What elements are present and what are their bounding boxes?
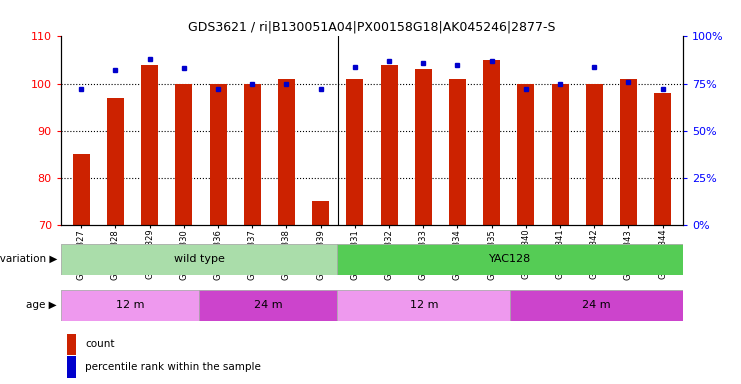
- Bar: [381, 65, 398, 225]
- Bar: [210, 84, 227, 225]
- Text: age ▶: age ▶: [27, 300, 57, 310]
- Bar: [67, 334, 76, 355]
- Text: 24 m: 24 m: [254, 300, 282, 310]
- Bar: [176, 84, 193, 225]
- Bar: [278, 79, 295, 225]
- Bar: [141, 65, 159, 225]
- Bar: [551, 84, 568, 225]
- Bar: [67, 356, 76, 378]
- Bar: [415, 70, 432, 225]
- Bar: [337, 290, 511, 321]
- Text: 24 m: 24 m: [582, 300, 611, 310]
- Bar: [654, 93, 671, 225]
- Bar: [517, 84, 534, 225]
- Bar: [449, 79, 466, 225]
- Bar: [61, 290, 199, 321]
- Title: GDS3621 / ri|B130051A04|PX00158G18|AK045246|2877-S: GDS3621 / ri|B130051A04|PX00158G18|AK045…: [188, 21, 556, 34]
- Bar: [337, 244, 683, 275]
- Text: percentile rank within the sample: percentile rank within the sample: [85, 362, 261, 372]
- Bar: [346, 79, 363, 225]
- Bar: [312, 201, 329, 225]
- Text: 12 m: 12 m: [410, 300, 438, 310]
- Bar: [483, 60, 500, 225]
- Bar: [107, 98, 124, 225]
- Text: count: count: [85, 339, 115, 349]
- Text: genotype/variation ▶: genotype/variation ▶: [0, 254, 57, 264]
- Bar: [199, 290, 337, 321]
- Text: wild type: wild type: [173, 254, 225, 264]
- Bar: [620, 79, 637, 225]
- Bar: [511, 290, 683, 321]
- Text: YAC128: YAC128: [489, 254, 531, 264]
- Bar: [585, 84, 603, 225]
- Bar: [244, 84, 261, 225]
- Bar: [61, 244, 337, 275]
- Bar: [73, 154, 90, 225]
- Text: 12 m: 12 m: [116, 300, 144, 310]
